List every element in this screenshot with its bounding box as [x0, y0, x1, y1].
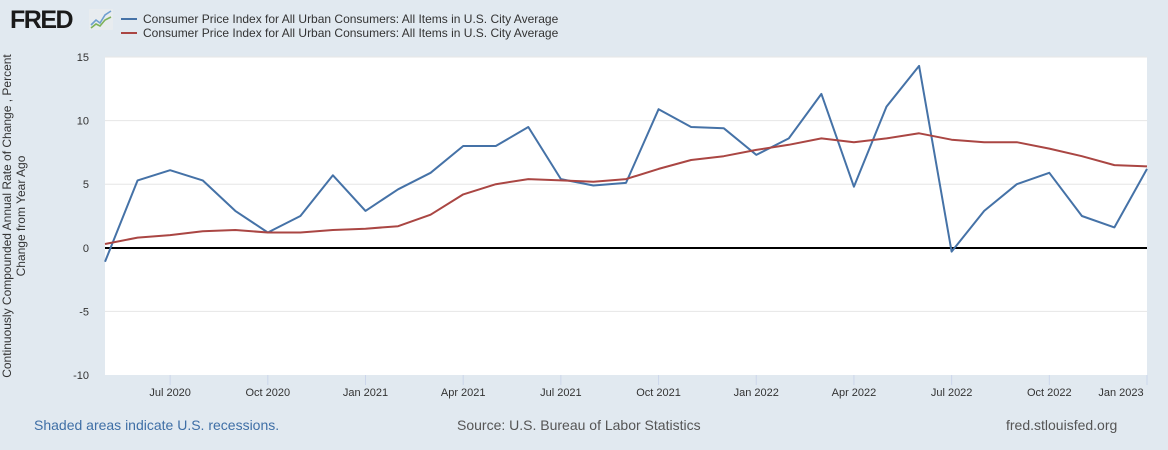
- gridlines: [105, 56, 1147, 312]
- legend-swatch-red: [121, 32, 137, 34]
- x-tick-label: Oct 2021: [636, 387, 681, 399]
- y-tick-label: 0: [83, 243, 89, 255]
- x-tick-label: Jul 2022: [931, 387, 973, 399]
- legend: Consumer Price Index for All Urban Consu…: [121, 12, 558, 40]
- series-line-red[interactable]: [104, 132, 1148, 245]
- x-tick-label: Jan 2023: [1098, 387, 1143, 399]
- legend-item-series-2[interactable]: Consumer Price Index for All Urban Consu…: [121, 26, 558, 40]
- series-line-blue[interactable]: [104, 64, 1148, 263]
- y-tick-label: 15: [77, 52, 89, 64]
- x-tick-label: Jan 2021: [343, 387, 388, 399]
- legend-item-series-1[interactable]: Consumer Price Index for All Urban Consu…: [121, 12, 558, 26]
- legend-label: Consumer Price Index for All Urban Consu…: [143, 26, 559, 40]
- x-tick-label: Apr 2022: [832, 387, 877, 399]
- y-tick-label: 10: [77, 116, 89, 128]
- x-tick-label: Oct 2022: [1027, 387, 1072, 399]
- line-chart[interactable]: -10 -5 0 5 10 15 Jul 2020 Oct 2020 Jan 2021 Apr …: [0, 0, 1168, 405]
- recessions-note: Shaded areas indicate U.S. recessions.: [34, 417, 280, 433]
- legend-label: Consumer Price Index for All Urban Consu…: [143, 12, 559, 26]
- y-tick-label: -5: [79, 306, 89, 318]
- site-link[interactable]: fred.stlouisfed.org: [1006, 417, 1118, 433]
- legend-swatch-blue: [121, 18, 137, 20]
- y-tick-label: 5: [83, 179, 89, 191]
- x-tick-label: Jul 2021: [540, 387, 582, 399]
- x-tick-label: Oct 2020: [245, 387, 290, 399]
- plot-area: [105, 57, 1147, 375]
- source-note: Source: U.S. Bureau of Labor Statistics: [457, 417, 701, 433]
- chart-header: FRED Consumer Price Index for All Urban …: [0, 0, 1168, 44]
- y-axis-ticks: -10 -5 0 5 10 15: [73, 52, 89, 382]
- y-tick-label: -10: [73, 370, 89, 382]
- x-tick-label: Jan 2022: [734, 387, 779, 399]
- x-axis-ticks: Jul 2020 Oct 2020 Jan 2021 Apr 2021 Jul 2021…: [149, 375, 1148, 399]
- fred-logo[interactable]: FRED: [10, 6, 74, 34]
- line-chart-icon: [89, 9, 113, 30]
- x-tick-label: Apr 2021: [441, 387, 486, 399]
- x-tick-label: Jul 2020: [149, 387, 191, 399]
